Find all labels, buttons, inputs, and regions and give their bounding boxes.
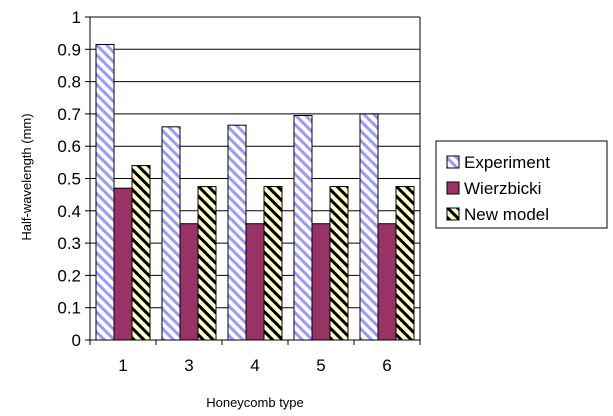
bars xyxy=(95,43,415,341)
x-tick-label: 6 xyxy=(382,356,391,375)
bar-wierzbicki-6 xyxy=(377,223,397,341)
y-tick-label: 0.3 xyxy=(57,234,81,253)
bar-experiment-3 xyxy=(161,126,181,341)
y-axis-label: Half-wavelength (mm) xyxy=(19,113,34,240)
x-tick-label: 4 xyxy=(250,356,259,375)
bar-experiment-6 xyxy=(359,113,379,341)
bar-new-model-4 xyxy=(263,186,283,341)
bar-new-model-3 xyxy=(197,186,217,341)
y-tick-label: 1 xyxy=(72,8,81,27)
legend-label: New model xyxy=(464,205,549,224)
axes xyxy=(85,16,421,345)
x-axis-label: Honeycomb type xyxy=(206,395,304,410)
y-tick-label: 0.9 xyxy=(57,40,81,59)
x-tick-label: 5 xyxy=(316,356,325,375)
legend-box xyxy=(435,140,608,229)
legend-swatch xyxy=(446,207,460,221)
x-tick-label: 1 xyxy=(118,356,127,375)
y-tick-label: 0.7 xyxy=(57,105,81,124)
legend-swatch xyxy=(446,155,460,169)
bar-wierzbicki-5 xyxy=(311,223,331,341)
bar-experiment-4 xyxy=(227,124,247,341)
x-tick-labels: 1 3 4 5 6 xyxy=(118,356,391,375)
bar-new-model-5 xyxy=(329,186,349,341)
y-tick-label: 0.1 xyxy=(57,299,81,318)
legend: Experiment Wierzbicki New model xyxy=(435,140,608,229)
y-tick-label: 0.8 xyxy=(57,73,81,92)
y-tick-label: 0.5 xyxy=(57,170,81,189)
y-tick-label: 0.2 xyxy=(57,266,81,285)
bar-wierzbicki-1 xyxy=(113,187,133,341)
x-tick-label: 3 xyxy=(184,356,193,375)
legend-label: Wierzbicki xyxy=(464,179,541,198)
y-tick-labels: 0 0.1 0.2 0.3 0.4 0.5 0.6 0.7 0.8 0.9 1 xyxy=(57,8,81,350)
y-tick-label: 0.6 xyxy=(57,137,81,156)
bar-wierzbicki-3 xyxy=(179,223,199,341)
legend-swatch xyxy=(446,181,460,195)
y-tick-label: 0.4 xyxy=(57,202,81,221)
y-tick-label: 0 xyxy=(72,331,81,350)
bar-new-model-6 xyxy=(395,186,415,341)
legend-label: Experiment xyxy=(464,153,550,172)
bar-new-model-1 xyxy=(131,165,151,341)
bar-experiment-5 xyxy=(293,115,313,341)
bar-wierzbicki-4 xyxy=(245,223,265,341)
bar-experiment-1 xyxy=(95,43,115,341)
